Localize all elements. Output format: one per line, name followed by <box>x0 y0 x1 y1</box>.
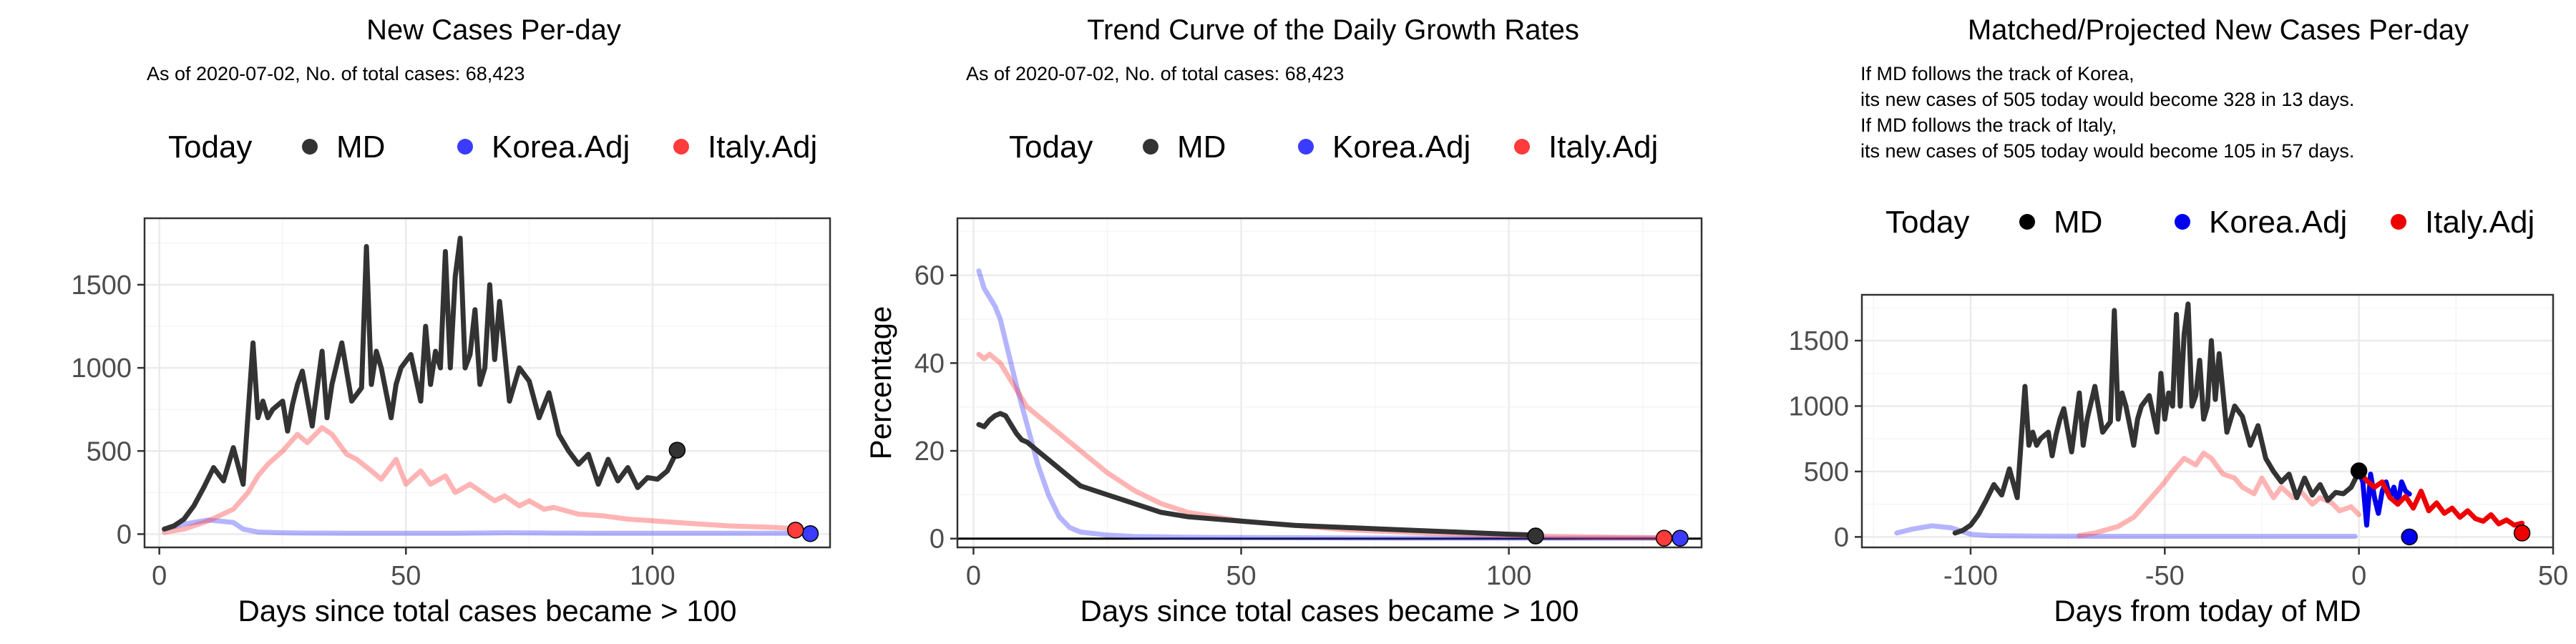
legend-label: Korea.Adj <box>2209 205 2347 240</box>
y-tick-label: 500 <box>87 436 132 467</box>
legend-label: MD <box>336 130 385 165</box>
chart-panel-3: Matched/Projected New Cases Per-day If MD… <box>1788 14 2568 628</box>
series-line-korea-adj-past <box>1894 523 2358 539</box>
legend-key-korea-adj <box>2175 214 2190 230</box>
legend-key-korea-adj <box>1298 139 1314 155</box>
x-axis-title: Days since total cases became > 100 <box>1080 594 1579 628</box>
legend-key-korea-adj <box>457 139 473 155</box>
chart-subtitle: As of 2020-07-02, No. of total cases: 68… <box>966 63 1344 84</box>
x-tick-label: 0 <box>966 561 981 591</box>
plot-frame <box>143 217 831 549</box>
legend-key-italy-adj <box>2391 214 2406 230</box>
chart-panel-1: New Cases Per-day As of 2020-07-02, No. o… <box>71 14 831 628</box>
series-line-italy-adj-projected <box>2356 469 2525 528</box>
legend-label: Italy.Adj <box>708 130 817 165</box>
axes: 0 50 100 0 20 40 60 <box>914 261 1532 591</box>
y-tick-label: 0 <box>1834 522 1849 552</box>
plot-area <box>957 218 1702 547</box>
legend-title: Today <box>1009 130 1093 165</box>
today-point-italy-adj <box>787 522 804 539</box>
y-tick-label: 1500 <box>1788 326 1849 356</box>
series-group <box>1894 301 2525 539</box>
legend-label: Korea.Adj <box>1332 130 1470 165</box>
legend-key-md <box>302 139 318 155</box>
legend-label: MD <box>1177 130 1226 165</box>
y-tick-label: 1500 <box>71 270 132 301</box>
legend-label: Korea.Adj <box>492 130 630 165</box>
series-line-md <box>976 411 1538 538</box>
x-tick-label: 0 <box>2351 561 2366 591</box>
y-tick-label: 1000 <box>1788 391 1849 421</box>
series-line-korea-adj <box>976 268 1683 541</box>
legend-label: MD <box>2054 205 2102 240</box>
today-point-korea-adj <box>801 525 819 542</box>
x-tick-label: 100 <box>630 561 675 591</box>
y-tick-label: 40 <box>914 348 945 379</box>
y-axis-title: Percentage <box>864 306 897 460</box>
series-line-italy-adj <box>162 425 804 535</box>
legend-label: Italy.Adj <box>2425 205 2534 240</box>
chart-title: Matched/Projected New Cases Per-day <box>1968 14 2469 46</box>
x-tick-label: 50 <box>391 561 421 591</box>
today-point-korea-adj <box>2401 528 2418 546</box>
y-tick-label: 0 <box>930 525 945 555</box>
x-axis-title: Days from today of MD <box>2054 594 2361 628</box>
today-point-italy-adj <box>2513 525 2531 542</box>
today-point-korea-adj <box>1672 530 1689 547</box>
series-group <box>162 235 813 536</box>
y-tick-label: 500 <box>1804 457 1849 487</box>
today-point-md <box>2350 462 2368 479</box>
x-tick-label: 50 <box>1226 561 1256 591</box>
today-point-md <box>1527 527 1544 545</box>
y-tick-label: 20 <box>914 436 945 467</box>
series-line-md <box>162 235 680 532</box>
x-tick-label: 50 <box>2538 561 2568 591</box>
chart-title: Trend Curve of the Daily Growth Rates <box>1087 14 1579 46</box>
chart-subtitle: As of 2020-07-02, No. of total cases: 68… <box>147 63 525 84</box>
legend-key-md <box>2019 214 2035 230</box>
y-tick-label: 1000 <box>71 353 132 384</box>
legend-label: Italy.Adj <box>1548 130 1658 165</box>
legend-title: Today <box>1885 205 1969 240</box>
plot-frame <box>956 217 1703 549</box>
series-group <box>976 268 1683 541</box>
x-tick-label: -100 <box>1943 561 1998 591</box>
series-line-korea-adj <box>162 517 813 536</box>
chart-note: If MD follows the track of Korea, <box>1860 63 2135 84</box>
chart-note: its new cases of 505 today would become … <box>1860 89 2354 110</box>
y-tick-label: 60 <box>914 261 945 291</box>
chart-note: its new cases of 505 today would become … <box>1860 140 2354 162</box>
x-tick-label: 0 <box>152 561 167 591</box>
plot-frame <box>1860 293 2555 549</box>
legend-title: Today <box>168 130 252 165</box>
legend: Today MD Korea.Adj Italy.Adj <box>1885 205 2534 240</box>
today-point-italy-adj <box>1655 530 1673 547</box>
series-line-md <box>1952 301 2362 536</box>
chart-title: New Cases Per-day <box>366 14 621 46</box>
legend-key-italy-adj <box>673 139 689 155</box>
x-tick-label: 100 <box>1486 561 1531 591</box>
legend: Today MD Korea.Adj Italy.Adj <box>1009 130 1658 165</box>
chart-panel-2: Trend Curve of the Daily Growth Rates As … <box>864 14 1703 628</box>
legend-key-md <box>1143 139 1158 155</box>
legend: Today MD Korea.Adj Italy.Adj <box>168 130 817 165</box>
legend-key-italy-adj <box>1514 139 1530 155</box>
chart-note: If MD follows the track of Italy, <box>1860 114 2117 136</box>
today-point-md <box>668 441 686 459</box>
x-axis-title: Days since total cases became > 100 <box>238 594 737 628</box>
series-line-italy-adj-past <box>2077 450 2362 538</box>
x-tick-label: -50 <box>2145 561 2185 591</box>
y-tick-label: 0 <box>117 519 132 550</box>
